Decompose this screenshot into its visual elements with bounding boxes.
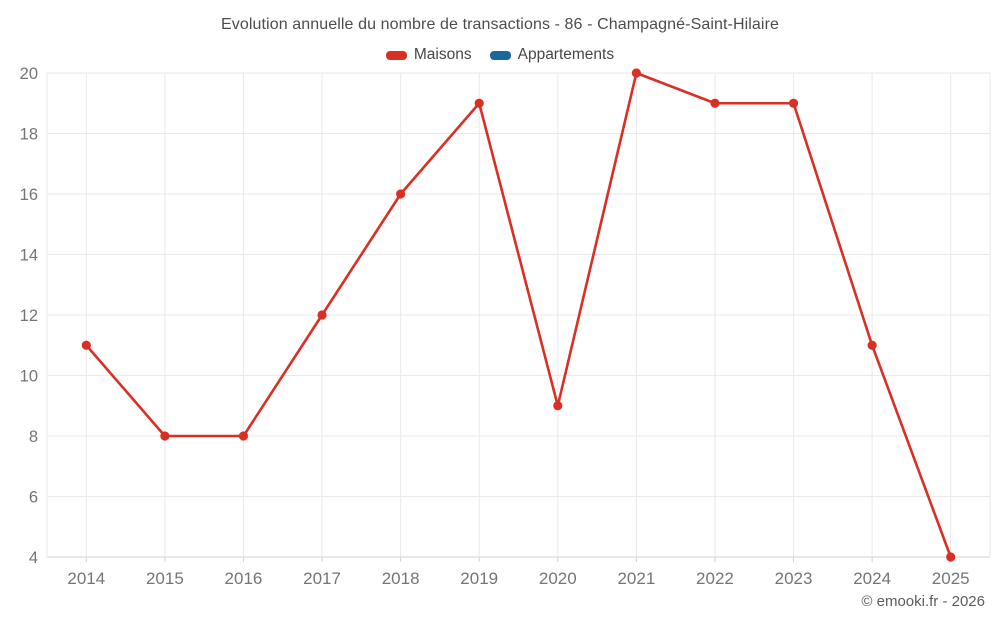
- y-tick-label: 18: [20, 126, 38, 144]
- x-tick-label: 2021: [617, 569, 655, 588]
- data-point-maisons-2015[interactable]: [160, 431, 170, 441]
- y-tick-label: 20: [20, 65, 38, 83]
- data-point-maisons-2014[interactable]: [81, 340, 91, 350]
- legend-label-appartements: Appartements: [517, 46, 615, 63]
- data-point-maisons-2020[interactable]: [553, 401, 563, 411]
- x-tick-label: 2016: [225, 569, 263, 588]
- x-tick-label: 2015: [146, 569, 184, 588]
- appartements-series-swatch-icon: [489, 50, 511, 60]
- x-tick-label: 2014: [67, 569, 105, 588]
- y-tick-label: 12: [20, 307, 38, 325]
- data-point-maisons-2021[interactable]: [631, 68, 641, 78]
- y-tick-label: 8: [29, 428, 38, 446]
- legend-item-maisons[interactable]: Maisons: [385, 46, 472, 64]
- data-point-maisons-2018[interactable]: [396, 189, 406, 199]
- data-point-maisons-2019[interactable]: [474, 98, 484, 108]
- x-tick-label: 2017: [303, 569, 341, 588]
- data-point-maisons-2017[interactable]: [317, 310, 327, 320]
- y-tick-label: 6: [29, 489, 38, 507]
- x-tick-label: 2023: [775, 569, 813, 588]
- x-tick-label: 2019: [460, 569, 498, 588]
- y-tick-label: 16: [20, 186, 38, 204]
- x-tick-label: 2020: [539, 569, 577, 588]
- data-point-maisons-2025[interactable]: [946, 552, 956, 562]
- chart-legend: Maisons Appartements: [0, 46, 1000, 64]
- data-point-maisons-2023[interactable]: [788, 98, 799, 108]
- data-point-maisons-2024[interactable]: [867, 340, 877, 350]
- data-point-maisons-2022[interactable]: [710, 98, 720, 108]
- y-tick-label: 4: [29, 549, 38, 567]
- x-tick-label: 2022: [696, 569, 734, 588]
- maisons-series-swatch-icon: [385, 50, 407, 60]
- legend-label-maisons: Maisons: [413, 46, 472, 63]
- legend-item-appartements[interactable]: Appartements: [489, 46, 615, 64]
- x-tick-label: 2024: [853, 569, 891, 588]
- series-line-maisons: [84, 71, 953, 559]
- data-point-maisons-2016[interactable]: [238, 431, 249, 441]
- chart-title: Evolution annuelle du nombre de transact…: [220, 16, 780, 33]
- x-tick-label: 2018: [382, 569, 420, 588]
- y-tick-label: 10: [20, 368, 38, 386]
- y-tick-label: 14: [20, 247, 38, 265]
- footer-credit: © emooki.fr - 2026: [861, 593, 985, 610]
- x-tick-label: 2025: [932, 569, 970, 588]
